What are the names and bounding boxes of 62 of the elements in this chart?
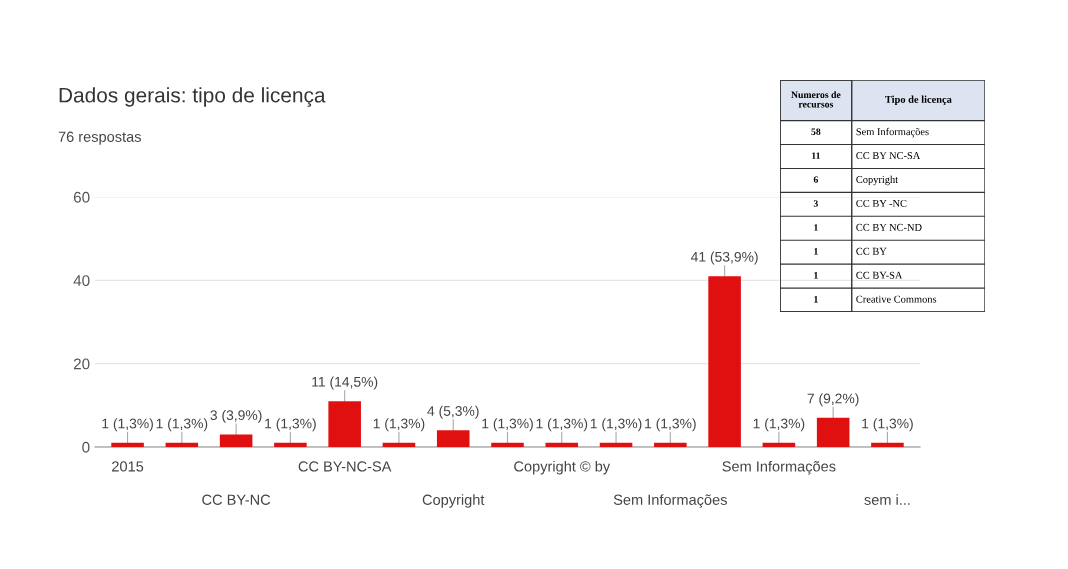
annotation: CC BY-SA bbox=[856, 271, 903, 279]
text: Tipo de licença bbox=[885, 95, 952, 106]
x-tick-label: sem i... bbox=[864, 494, 910, 505]
text: Sem Informações bbox=[856, 127, 929, 138]
annotation: CC BY NC-ND bbox=[856, 223, 922, 231]
chart-subtitle: 76 respostas bbox=[58, 131, 141, 145]
bar bbox=[762, 442, 796, 447]
x-tick-label: Copyright bbox=[422, 494, 485, 508]
bar bbox=[654, 442, 687, 447]
data-label: 1 (1,3%) bbox=[645, 418, 696, 432]
chart-title: Dados gerais: tipo de licença bbox=[59, 87, 326, 107]
bar bbox=[491, 442, 524, 447]
data-label: 1 (1,3%) bbox=[156, 418, 208, 432]
x-tick-label: CC BY-NC bbox=[202, 494, 271, 505]
annotation: 1 bbox=[814, 248, 818, 255]
y-tick-label: 20 bbox=[73, 358, 90, 370]
text: Numeros de recursos bbox=[791, 91, 841, 108]
annotation: 3 bbox=[813, 200, 818, 207]
bar bbox=[165, 442, 199, 447]
data-label: 1 (1,3%) bbox=[753, 418, 805, 432]
data-label: 1 (1,3%) bbox=[265, 418, 316, 432]
x-tick-label: CC BY-NC-SA bbox=[298, 461, 392, 472]
annotation: 1 bbox=[814, 272, 818, 279]
x-tick-label: 2015 bbox=[112, 461, 144, 472]
data-label: 11 (14,5%) bbox=[312, 376, 378, 390]
y-tick-label: 40 bbox=[73, 275, 90, 287]
bar bbox=[436, 430, 470, 447]
data-label: 4 (5,3%) bbox=[427, 405, 479, 419]
text: 11 bbox=[812, 152, 820, 159]
data-label: 7 (9,2%) bbox=[807, 393, 859, 407]
annotation: CC BY bbox=[856, 247, 887, 255]
data-label: 41 (53,9%) bbox=[690, 251, 758, 265]
x-tick-label: Sem Informações bbox=[613, 494, 727, 508]
text: 6 bbox=[813, 176, 819, 183]
bar bbox=[708, 276, 741, 447]
bar bbox=[219, 434, 253, 447]
bar bbox=[111, 442, 144, 447]
data-label: 1 (1,3%) bbox=[536, 418, 588, 432]
x-tick-label: Copyright © by bbox=[514, 460, 611, 475]
bar bbox=[328, 401, 361, 447]
bar bbox=[545, 442, 579, 447]
annotation: CC BY -NC bbox=[856, 199, 907, 207]
text: Copyright bbox=[856, 175, 899, 186]
data-label: 1 (1,3%) bbox=[590, 418, 642, 432]
bar bbox=[871, 442, 904, 447]
bar bbox=[274, 442, 307, 447]
data-label: 1 (1,3%) bbox=[102, 418, 153, 432]
text: CC BY NC-SA bbox=[856, 152, 921, 160]
bar bbox=[816, 417, 850, 447]
data-label: 1 (1,3%) bbox=[862, 418, 913, 432]
data-label: 3 (3,9%) bbox=[210, 409, 262, 423]
y-tick-label: 0 bbox=[82, 441, 90, 453]
bar bbox=[599, 442, 633, 447]
bar bbox=[382, 442, 416, 447]
data-label: 1 (1,3%) bbox=[482, 418, 533, 432]
annotation: 1 bbox=[814, 224, 818, 231]
x-tick-label: Sem Informações bbox=[722, 460, 836, 475]
annotation: Creative Commons bbox=[856, 295, 937, 303]
annotation: 1 bbox=[814, 295, 818, 303]
text: 58 bbox=[811, 128, 821, 135]
data-label: 1 (1,3%) bbox=[373, 418, 425, 432]
y-tick-label: 60 bbox=[73, 191, 90, 203]
